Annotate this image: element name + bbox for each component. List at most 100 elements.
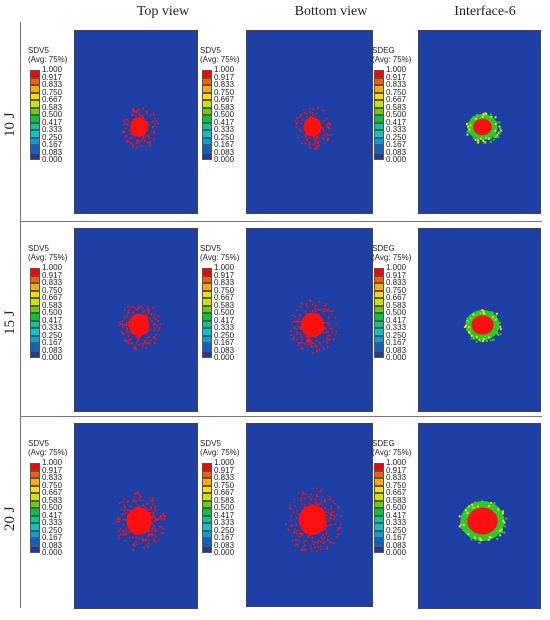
contour-legend: SDEG (Avg: 75%) 1.000 0.917 0.833 0.750 0.667 0… — [372, 46, 447, 166]
damage-speck — [134, 518, 137, 520]
damage-speck — [303, 112, 306, 114]
damage-speck — [323, 520, 326, 523]
damage-speck — [325, 533, 328, 535]
legend-tick-label: 0.000 — [214, 548, 235, 557]
damage-speck — [123, 119, 126, 122]
damage-speck — [305, 340, 308, 343]
damage-speck — [304, 548, 307, 551]
damage-speck — [325, 525, 327, 528]
legend-swatch — [30, 77, 40, 85]
damage-speck — [300, 503, 303, 505]
legend-swatch — [202, 538, 212, 546]
legend-tick-label: 0.500 — [214, 110, 235, 119]
damage-speck — [142, 136, 145, 138]
legend-tick-label: 0.917 — [386, 270, 407, 280]
damage-speck — [316, 147, 319, 149]
damage-speck — [148, 527, 150, 529]
legend-tick-label: 0.583 — [386, 300, 407, 310]
interface-damage-speck — [476, 117, 479, 120]
damage-speck — [130, 133, 133, 135]
damage-speck — [117, 518, 120, 520]
damage-speck — [334, 316, 337, 319]
damage-speck — [142, 504, 144, 507]
damage-speck — [141, 319, 143, 322]
damage-speck — [327, 335, 330, 337]
damage-speck — [318, 328, 320, 331]
damage-speck — [155, 536, 157, 538]
damage-speck — [145, 539, 148, 541]
damage-speck — [327, 308, 330, 311]
damage-speck — [319, 502, 321, 505]
damage-speck — [127, 120, 130, 123]
interface-damage-speck — [484, 503, 487, 506]
damage-speck — [153, 505, 156, 508]
damage-speck — [329, 514, 332, 516]
damage-speck — [121, 333, 124, 335]
damage-speck — [327, 346, 329, 348]
interface-damage-speck — [468, 331, 471, 334]
damage-speck — [326, 339, 328, 342]
legend-tick-label: 0.000 — [42, 353, 63, 362]
legend-swatch — [374, 485, 384, 493]
damage-speck — [119, 533, 122, 536]
damage-speck — [335, 536, 338, 539]
damage-speck — [146, 308, 149, 310]
interface-damage-speck — [458, 515, 461, 518]
damage-speck — [324, 498, 326, 501]
damage-speck — [295, 328, 298, 331]
legend-tick-label: 0.500 — [42, 110, 63, 119]
damage-speck — [340, 515, 342, 517]
damage-speck — [138, 517, 140, 520]
damage-speck — [303, 549, 305, 552]
legend-swatch — [202, 290, 212, 298]
damage-speck — [163, 516, 166, 518]
damage-speck — [311, 324, 314, 327]
legend-swatch — [30, 283, 40, 291]
damage-speck — [135, 333, 138, 335]
damage-speck — [308, 108, 311, 110]
damage-speck — [307, 523, 310, 525]
damage-speck — [152, 511, 155, 514]
legend-swatch — [374, 77, 384, 85]
damage-speck — [307, 340, 310, 342]
legend-swatch — [30, 305, 40, 313]
damage-speck — [136, 524, 138, 526]
damage-speck — [334, 333, 337, 336]
damage-speck — [148, 343, 151, 345]
damage-speck — [148, 524, 151, 527]
damage-speck — [316, 530, 319, 532]
damage-speck — [123, 130, 125, 132]
damage-speck — [310, 527, 312, 530]
damage-speck — [148, 309, 150, 311]
damage-speck — [319, 130, 322, 133]
interface-damage-speck — [458, 525, 461, 528]
damage-speck — [136, 522, 138, 525]
legend-swatch — [30, 122, 40, 130]
interface-damage-speck — [491, 311, 494, 314]
legend-swatch — [374, 92, 384, 100]
damage-speck — [327, 509, 330, 511]
damage-speck — [126, 509, 129, 512]
interface-damage-speck — [496, 134, 499, 137]
legend-tick-label: 0.833 — [214, 473, 235, 482]
legend-tick-label: 0.667 — [214, 488, 235, 497]
damage-speck — [163, 518, 165, 520]
legend-tick-label: 0.000 — [214, 353, 235, 362]
damage-speck — [148, 512, 151, 514]
damage-speck — [321, 529, 324, 532]
damage-speck — [132, 536, 134, 539]
damage-speck — [302, 491, 304, 493]
damage-speck — [154, 540, 157, 543]
grid-row-divider-2 — [20, 416, 542, 417]
interface-damage-speck — [489, 140, 492, 143]
legend-tick-label: 0.167 — [42, 533, 63, 542]
damage-speck — [313, 543, 315, 546]
damage-speck — [123, 509, 126, 512]
damage-speck — [142, 343, 145, 345]
legend-swatch — [30, 145, 40, 153]
damage-speck — [134, 531, 137, 534]
damage-speck — [157, 329, 160, 331]
damage-speck — [318, 348, 321, 351]
row-label-20j: 20 J — [2, 506, 18, 532]
damage-speck — [134, 522, 136, 525]
